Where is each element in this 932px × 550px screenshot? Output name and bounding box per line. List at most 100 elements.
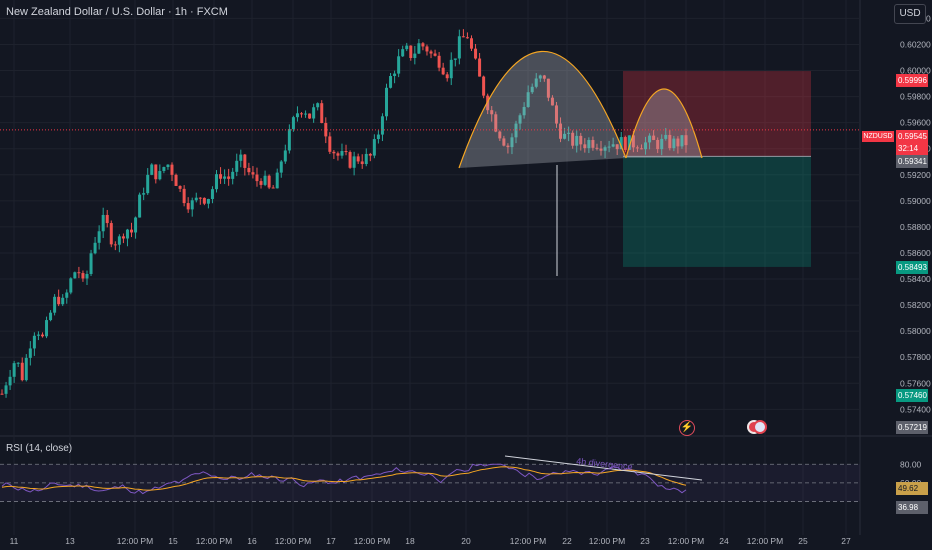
candle-body — [158, 171, 162, 180]
candle-body — [409, 45, 413, 58]
candle-body — [49, 312, 53, 321]
candle-body — [631, 135, 635, 148]
candle-body — [109, 223, 113, 245]
candle-body — [227, 176, 231, 179]
candle-body — [583, 144, 587, 149]
candle-body — [312, 107, 316, 119]
candle-body — [449, 59, 453, 79]
candle-body — [336, 153, 340, 156]
candle-body — [40, 334, 44, 337]
candle-body — [676, 138, 680, 147]
candle-body — [146, 174, 150, 194]
entry-level-label: 0.59341 — [896, 155, 928, 168]
candle-body — [186, 203, 190, 210]
price-tick: 0.57800 — [900, 352, 931, 362]
flag-icon[interactable] — [753, 420, 767, 434]
time-tick: 27 — [841, 536, 851, 546]
candle-body — [356, 156, 360, 162]
currency-button[interactable]: USD — [894, 4, 926, 24]
price-tick: 0.59600 — [900, 118, 931, 128]
candle-body — [393, 73, 397, 77]
candle-body — [684, 135, 688, 146]
flash-icon[interactable]: ⚡ — [679, 420, 695, 436]
candle-body — [170, 164, 174, 175]
candle-body — [247, 167, 251, 173]
candle-body — [219, 174, 223, 179]
price-tick: 0.59000 — [900, 196, 931, 206]
candle-body — [664, 134, 668, 139]
price-tick: 0.58200 — [900, 300, 931, 310]
candle-body — [73, 272, 77, 279]
rsi-tick: 80.00 — [900, 459, 922, 469]
candle-body — [554, 105, 558, 124]
candle-body — [611, 144, 615, 147]
candle-body — [190, 200, 194, 210]
candle-body — [429, 51, 433, 54]
candle-body — [635, 147, 639, 149]
price-tick: 0.57400 — [900, 404, 931, 414]
candle-body — [615, 144, 619, 150]
candle-body — [174, 174, 178, 186]
candle-body — [680, 135, 684, 147]
time-axis[interactable]: 11 13 12:00 PM 15 12:00 PM 16 12:00 PM 17 12:00 … — [10, 536, 851, 546]
candle-body — [518, 115, 522, 124]
rsi-ma-value-label: 49.62 — [896, 482, 928, 495]
candle-body — [166, 164, 170, 168]
candle-body — [267, 175, 271, 188]
stop-level-label: 0.59996 — [896, 74, 928, 87]
candle-body — [656, 139, 660, 150]
candle-body — [550, 97, 554, 106]
candle-body — [348, 152, 352, 168]
candle-body — [89, 253, 93, 274]
head-outline — [458, 50, 627, 169]
candle-body — [259, 181, 263, 185]
candle-body — [526, 92, 530, 107]
time-tick: 12:00 PM — [510, 536, 546, 546]
current-price-label: 0.59545 — [896, 130, 928, 143]
head-shoulders-pattern[interactable] — [458, 50, 703, 276]
candle-body — [648, 135, 652, 143]
candle-body — [202, 197, 206, 204]
stop-loss-zone[interactable] — [623, 71, 811, 157]
grid-lines — [0, 0, 932, 535]
candle-body — [231, 171, 235, 179]
candle-body — [271, 187, 275, 189]
rsi-ma-line — [1, 466, 687, 491]
candle-body — [0, 393, 4, 395]
candle-body — [324, 123, 328, 137]
candle-body — [490, 110, 494, 115]
candle-body — [295, 113, 299, 118]
candle-body — [546, 78, 550, 98]
candle-body — [571, 132, 575, 146]
candle-body — [24, 357, 28, 381]
candle-body — [498, 131, 502, 139]
candle-body — [138, 194, 142, 218]
candle-body — [57, 296, 61, 305]
candle-body — [397, 56, 401, 74]
candle-body — [255, 174, 259, 182]
candle-body — [461, 36, 465, 38]
candle-body — [542, 75, 546, 79]
candle-body — [125, 229, 129, 239]
time-tick: 17 — [326, 536, 336, 546]
price-tick: 0.57600 — [900, 378, 931, 388]
take-profit-zone[interactable] — [623, 156, 811, 267]
candle-body — [206, 198, 210, 204]
price-tick: 0.58800 — [900, 222, 931, 232]
candle-body — [401, 49, 405, 57]
candle-body — [32, 335, 36, 349]
candle-body — [130, 229, 134, 233]
short-position-zone[interactable] — [623, 71, 811, 267]
candle-body — [134, 217, 138, 233]
candle-body — [538, 75, 542, 79]
candle-body — [372, 139, 376, 156]
candle-body — [639, 148, 643, 150]
candle-body — [453, 58, 457, 60]
candle-body — [660, 138, 664, 150]
candle-body — [652, 135, 656, 140]
candle-body — [368, 153, 372, 156]
candle-body — [603, 147, 607, 151]
symbol-badge: NZDUSD — [862, 131, 894, 142]
candle-body — [8, 376, 12, 386]
